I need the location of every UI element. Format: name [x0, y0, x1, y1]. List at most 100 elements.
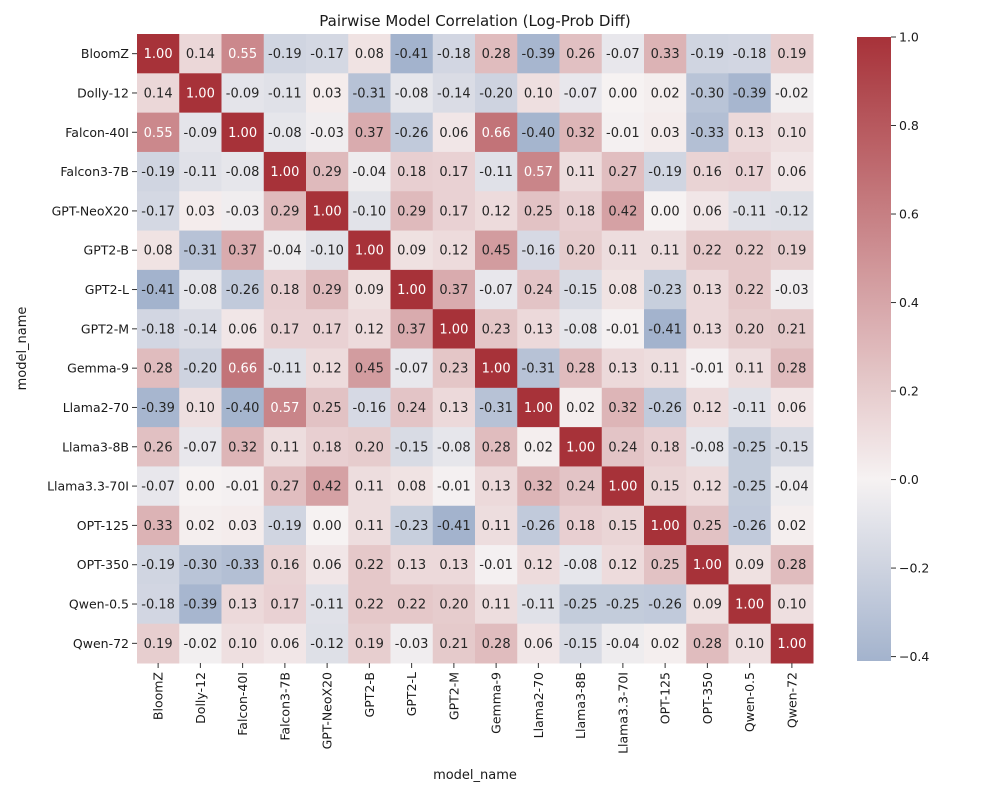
- heatmap-cell: [475, 584, 518, 625]
- cell-value-label: -0.10: [353, 204, 387, 219]
- cell-value-label: 0.10: [777, 598, 806, 613]
- heatmap-cell: [601, 191, 645, 232]
- cell-value-label: -0.23: [395, 519, 429, 534]
- heatmap-cell: [137, 545, 180, 585]
- cell-value-label: -0.07: [606, 47, 640, 62]
- heatmap-cell: [559, 584, 603, 625]
- heatmap-cell: [179, 269, 222, 310]
- cell-value-label: 1.00: [524, 401, 553, 416]
- cell-value-label: 0.19: [144, 637, 173, 652]
- cell-value-label: 0.09: [735, 558, 764, 573]
- heatmap-cell: [390, 427, 434, 467]
- heatmap-cell: [179, 34, 222, 74]
- cell-value-label: -0.09: [226, 86, 260, 101]
- cell-value-label: -0.07: [395, 362, 429, 377]
- cell-value-label: -0.26: [522, 519, 556, 534]
- colorbar-tick-label: 0.2: [899, 384, 919, 399]
- heatmap-cell: [137, 269, 180, 310]
- cell-value-label: -0.20: [184, 362, 218, 377]
- cell-value-label: 1.00: [482, 362, 511, 377]
- colorbar-tick-label: 0.6: [899, 207, 919, 222]
- y-axis-label: model_name: [15, 307, 30, 391]
- heatmap-cell: [517, 112, 560, 153]
- cell-value-label: -0.10: [310, 244, 344, 259]
- cell-value-label: 0.12: [439, 244, 468, 259]
- cell-value-label: -0.41: [141, 283, 175, 298]
- heatmap-cell: [517, 623, 560, 664]
- heatmap-cell: [686, 73, 729, 114]
- cell-value-label: -0.07: [564, 86, 598, 101]
- heatmap-cell: [263, 348, 307, 389]
- cell-value-label: -0.07: [141, 480, 175, 495]
- heatmap-cell: [559, 191, 603, 232]
- cell-value-label: 0.23: [439, 362, 468, 377]
- cell-value-label: 0.13: [228, 598, 257, 613]
- cell-value-label: -0.01: [226, 480, 260, 495]
- cell-value-label: -0.31: [479, 401, 513, 416]
- cell-value-label: 0.26: [144, 440, 173, 455]
- heatmap-cell: [770, 545, 814, 585]
- heatmap-cell: [686, 34, 729, 74]
- cell-value-label: 0.19: [777, 47, 806, 62]
- cell-value-label: 0.42: [608, 204, 637, 219]
- cell-value-label: 0.28: [777, 558, 806, 573]
- cell-value-label: 0.33: [651, 47, 680, 62]
- heatmap-cell: [559, 505, 603, 546]
- heatmap-cell: [559, 269, 603, 310]
- cell-value-label: 0.33: [144, 519, 173, 534]
- heatmap-cell: [475, 387, 518, 428]
- heatmap-cell: [137, 191, 180, 232]
- heatmap-cell: [390, 191, 434, 232]
- cell-value-label: -0.39: [141, 401, 175, 416]
- cell-value-label: -0.26: [226, 283, 260, 298]
- cell-value-label: 0.11: [608, 244, 637, 259]
- heatmap-cell: [348, 73, 391, 114]
- heatmap-cell: [517, 387, 560, 428]
- x-tick-label: BloomZ: [151, 672, 166, 720]
- cell-value-label: -0.41: [437, 519, 471, 534]
- heatmap-cell: [348, 230, 391, 271]
- heatmap-cell: [728, 348, 772, 389]
- cell-value-label: -0.01: [606, 322, 640, 337]
- heatmap-cell: [348, 584, 391, 625]
- cell-value-label: 0.03: [651, 126, 680, 141]
- heatmap-cell: [517, 309, 560, 349]
- cell-value-label: -0.31: [184, 244, 218, 259]
- cell-value-label: 1.00: [397, 283, 426, 298]
- heatmap-cell: [432, 623, 476, 664]
- cell-value-label: 0.17: [735, 165, 764, 180]
- cell-value-label: -0.26: [648, 401, 682, 416]
- y-tick-label: Falcon-40I: [65, 125, 129, 140]
- cell-value-label: -0.26: [395, 126, 429, 141]
- cell-value-label: 0.23: [482, 322, 511, 337]
- heatmap-cell: [179, 466, 222, 507]
- heatmap-cell: [601, 584, 645, 625]
- heatmap-cell: [644, 584, 687, 625]
- heatmap-cell: [770, 230, 814, 271]
- cell-value-label: 0.02: [651, 637, 680, 652]
- cell-value-label: 0.08: [144, 244, 173, 259]
- cell-value-label: -0.25: [564, 598, 598, 613]
- cell-value-label: 0.02: [524, 440, 553, 455]
- y-tick-labels: BloomZ Dolly-12 Falcon-40I Falcon3-7B GPT-Ne…: [47, 46, 137, 651]
- heatmap-cell: [390, 466, 434, 507]
- heatmap-cell: [644, 505, 687, 546]
- cell-value-label: -0.30: [184, 558, 218, 573]
- cell-value-label: -0.15: [564, 637, 598, 652]
- heatmap-cell: [601, 466, 645, 507]
- heatmap-cell: [137, 466, 180, 507]
- heatmap-cell: [475, 191, 518, 232]
- cell-value-label: -0.01: [437, 480, 471, 495]
- heatmap-cell: [644, 269, 687, 310]
- cell-value-label: -0.18: [141, 598, 175, 613]
- cell-value-label: 0.28: [482, 47, 511, 62]
- heatmap-cell: [686, 387, 729, 428]
- y-tick-label: Llama3-8B: [62, 439, 129, 454]
- heatmap-cell: [221, 348, 265, 389]
- cell-value-label: 0.25: [651, 558, 680, 573]
- heatmap-cell: [601, 230, 645, 271]
- heatmap-cell: [770, 112, 814, 153]
- heatmap-cell: [263, 112, 307, 153]
- heatmap-cell: [559, 309, 603, 349]
- heatmap-cell: [221, 427, 265, 467]
